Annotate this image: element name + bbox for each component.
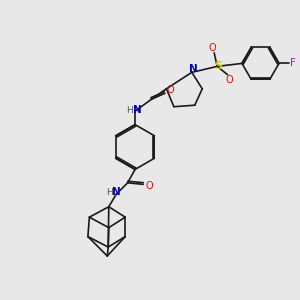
Text: N: N — [112, 187, 121, 197]
Text: H: H — [126, 106, 133, 115]
Text: F: F — [290, 58, 296, 68]
Text: N: N — [133, 105, 142, 115]
Text: S: S — [214, 61, 222, 71]
Text: O: O — [145, 181, 153, 191]
Text: O: O — [167, 85, 174, 95]
Text: H: H — [106, 188, 113, 197]
Text: N: N — [189, 64, 198, 74]
Text: O: O — [225, 75, 233, 85]
Text: O: O — [209, 43, 217, 53]
